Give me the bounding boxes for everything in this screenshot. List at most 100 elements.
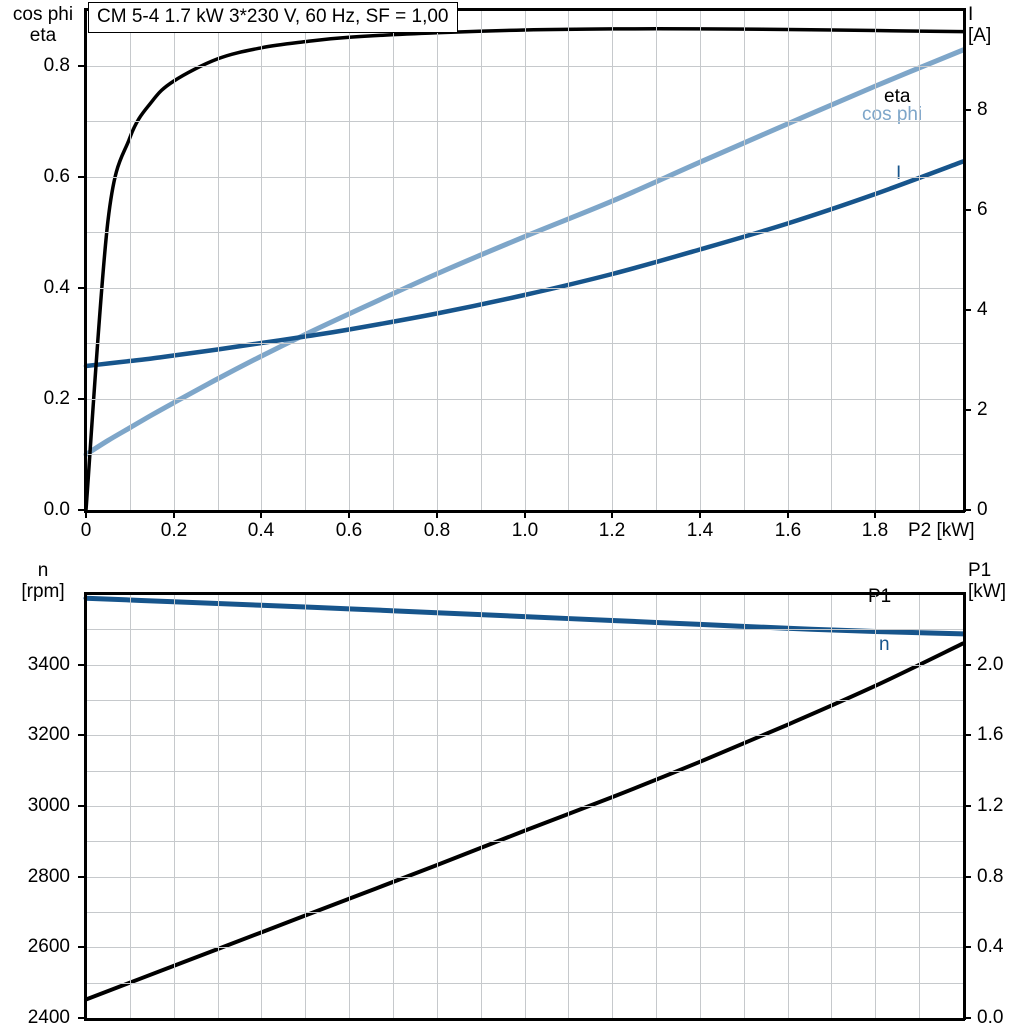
- gridline-vertical: [174, 10, 175, 510]
- gridline-horizontal: [86, 735, 963, 736]
- tick-label-x: 1.4: [686, 520, 714, 541]
- tick-label-right: 0: [977, 499, 988, 520]
- tick-mark-left: [78, 946, 86, 948]
- gridline-vertical: [788, 10, 789, 510]
- tick-label-x: 1.8: [861, 520, 889, 541]
- gridline-horizontal: [86, 912, 963, 913]
- tick-mark-left: [78, 509, 86, 511]
- bottom-right-axis-title-line2: [kW]: [968, 581, 1006, 602]
- top-chart-curves: [83, 27, 966, 512]
- plot-frame: [84, 1018, 965, 1021]
- tick-mark-bottom: [699, 510, 701, 518]
- curve-label-current: I: [896, 163, 902, 184]
- tick-mark-left: [78, 398, 86, 400]
- gridline-horizontal: [86, 629, 963, 630]
- tick-label-left: 0.2: [43, 388, 70, 409]
- gridline-vertical: [700, 10, 701, 510]
- top-plot-area: [86, 10, 963, 510]
- tick-mark-right: [963, 309, 971, 311]
- gridline-horizontal: [86, 841, 963, 842]
- plot-frame: [84, 592, 965, 595]
- tick-mark-right: [963, 734, 971, 736]
- tick-label-right: 2: [977, 399, 988, 420]
- tick-mark-right: [963, 209, 971, 211]
- gridline-horizontal: [86, 343, 963, 344]
- tick-label-right: 8: [977, 99, 988, 120]
- gridline-vertical: [349, 10, 350, 510]
- tick-label-left: 3400: [27, 654, 70, 675]
- tick-mark-left: [78, 664, 86, 666]
- tick-label-left: 2400: [27, 1007, 70, 1024]
- bottom-left-axis-title-line1: n: [37, 560, 49, 581]
- tick-label-x: 0.8: [423, 520, 451, 541]
- tick-mark-left: [78, 734, 86, 736]
- gridline-horizontal: [86, 121, 963, 122]
- gridline-vertical: [261, 10, 262, 510]
- tick-mark-bottom: [524, 510, 526, 518]
- gridline-vertical: [875, 10, 876, 510]
- tick-label-left: 0.0: [43, 499, 70, 520]
- curve-label-cos-phi: cos phi: [862, 104, 923, 125]
- gridline-vertical: [831, 10, 832, 510]
- tick-mark-left: [78, 1017, 86, 1019]
- gridline-horizontal: [86, 700, 963, 701]
- tick-label-right: 0.0: [977, 1007, 1004, 1024]
- title-box: CM 5-4 1.7 kW 3*230 V, 60 Hz, SF = 1,00: [88, 2, 458, 33]
- tick-label-x: 1.0: [511, 520, 539, 541]
- bottom-chart: n [rpm] P1 [kW] P1 n 2400 2600 2800 3000 320…: [0, 548, 1024, 1024]
- bottom-left-axis-title-line2: [rpm]: [21, 581, 65, 602]
- tick-label-left: 2600: [27, 936, 70, 957]
- gridline-horizontal: [86, 232, 963, 233]
- gridline-horizontal: [86, 877, 963, 878]
- tick-mark-left: [78, 176, 86, 178]
- tick-mark-bottom: [260, 510, 262, 518]
- tick-mark-left: [78, 287, 86, 289]
- tick-label-left: 3200: [27, 724, 70, 745]
- curve-cos-phi: [83, 47, 966, 457]
- gridline-vertical: [437, 10, 438, 510]
- curve-current: [83, 159, 966, 369]
- plot-frame: [84, 8, 965, 11]
- bottom-right-axis-title-line1: P1: [968, 560, 992, 581]
- tick-mark-right: [963, 1017, 971, 1019]
- gridline-horizontal: [86, 454, 963, 455]
- curve-label-n: n: [879, 634, 890, 655]
- curve-label-eta: eta: [884, 86, 911, 107]
- tick-mark-left: [78, 65, 86, 67]
- gridline-vertical: [130, 10, 131, 510]
- tick-mark-bottom: [787, 510, 789, 518]
- gridline-vertical: [393, 10, 394, 510]
- tick-mark-bottom: [85, 510, 87, 518]
- curve-eta: [84, 27, 965, 512]
- tick-label-left: 0.8: [43, 55, 70, 76]
- tick-mark-right: [963, 409, 971, 411]
- tick-label-right: 6: [977, 199, 988, 220]
- gridline-horizontal: [86, 665, 963, 666]
- tick-mark-bottom: [611, 510, 613, 518]
- top-left-axis-title-line2: eta: [29, 25, 57, 46]
- gridline-horizontal: [86, 983, 963, 984]
- tick-label-right: 1.6: [977, 724, 1004, 745]
- tick-mark-left: [78, 805, 86, 807]
- tick-label-x: 0.2: [160, 520, 188, 541]
- top-right-axis-title-line2: [A]: [968, 25, 992, 46]
- gridline-vertical: [656, 10, 657, 510]
- tick-mark-left: [78, 876, 86, 878]
- tick-mark-right: [963, 946, 971, 948]
- tick-label-right: 0.8: [977, 866, 1004, 887]
- plot-frame: [84, 8, 87, 512]
- gridline-horizontal: [86, 399, 963, 400]
- x-axis-title: P2 [kW]: [908, 520, 975, 541]
- tick-label-left: 0.6: [43, 166, 70, 187]
- curve-p1: [84, 641, 965, 1002]
- gridline-horizontal: [86, 771, 963, 772]
- tick-label-x: 0: [80, 520, 92, 541]
- tick-mark-right: [963, 509, 971, 511]
- gridline-horizontal: [86, 177, 963, 178]
- tick-mark-right: [963, 664, 971, 666]
- tick-label-x: 1.6: [774, 520, 802, 541]
- tick-label-right: 1.2: [977, 795, 1004, 816]
- gridline-horizontal: [86, 66, 963, 67]
- tick-label-x: 0.6: [335, 520, 363, 541]
